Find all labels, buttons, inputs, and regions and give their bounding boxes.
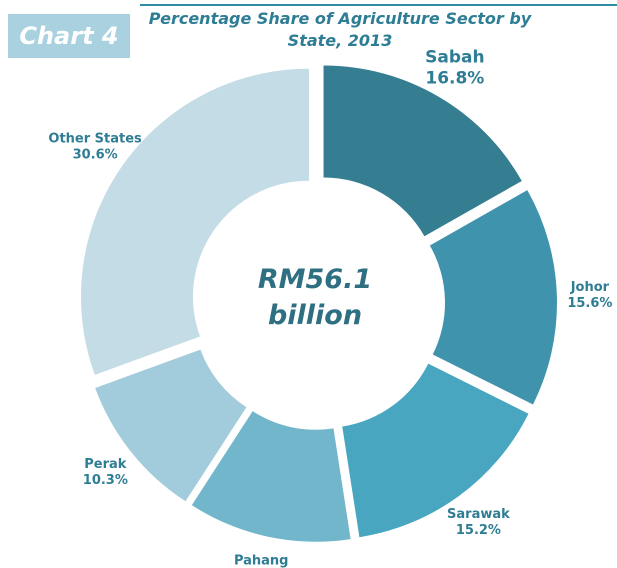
category-label: Johor (570, 280, 610, 295)
title-rule (140, 4, 617, 6)
donut-segment (323, 65, 522, 237)
category-label: Other States (48, 132, 142, 147)
category-label: Pahang (234, 554, 289, 568)
donut-segment (80, 68, 309, 375)
category-label: Sabah (425, 47, 484, 67)
donut-segment (342, 363, 529, 538)
chart-title: Percentage Share of Agriculture Sector b… (148, 9, 532, 50)
value-label: 30.6% (73, 148, 118, 163)
value-label: 16.8% (425, 68, 484, 88)
value-label: 10.3% (83, 473, 128, 488)
value-label: 15.6% (567, 296, 612, 311)
chart-badge: Chart 4 (8, 14, 130, 58)
category-label: Sarawak (447, 507, 510, 522)
category-label: Perak (84, 457, 127, 472)
donut-segment (191, 411, 351, 542)
center-annotation: RM56.1 billion (257, 264, 373, 331)
value-label: 15.2% (456, 523, 501, 538)
donut-segment (429, 190, 557, 405)
donut-segment (95, 349, 247, 502)
